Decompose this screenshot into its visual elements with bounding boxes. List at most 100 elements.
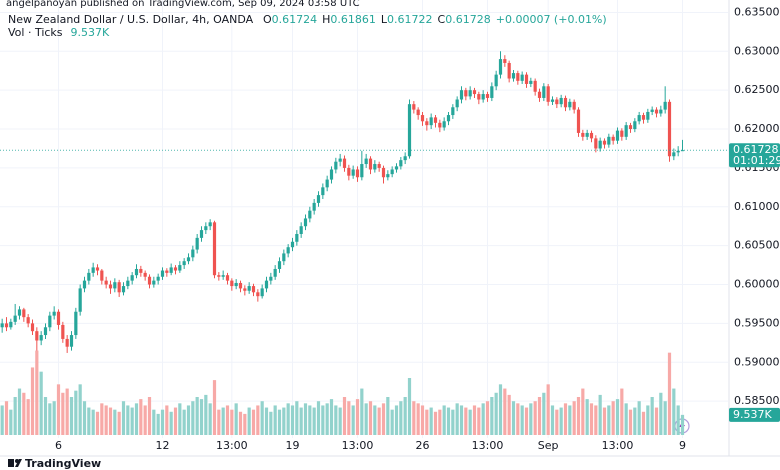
candle-body bbox=[607, 136, 611, 145]
candle-body bbox=[173, 267, 178, 271]
x-tick-label: 26 bbox=[416, 439, 430, 452]
volume-bar bbox=[286, 403, 290, 435]
volume-bar bbox=[581, 388, 585, 435]
candle-body bbox=[321, 187, 325, 196]
candle-body bbox=[130, 275, 134, 281]
candle-body bbox=[472, 90, 477, 95]
volume-bar bbox=[563, 403, 568, 435]
candle-body bbox=[407, 104, 412, 157]
volume-bar bbox=[22, 392, 26, 435]
volume-bar bbox=[390, 409, 394, 435]
candle-body bbox=[290, 241, 295, 248]
candle-body bbox=[230, 280, 234, 287]
candle-body bbox=[459, 90, 464, 100]
candle-body bbox=[152, 280, 156, 285]
candle-body bbox=[104, 280, 108, 285]
candle-body bbox=[91, 267, 95, 273]
volume-bar bbox=[654, 407, 659, 435]
candle-body bbox=[273, 268, 277, 277]
volume-bar bbox=[143, 405, 147, 435]
candle-body bbox=[490, 86, 494, 98]
candle-body bbox=[477, 94, 481, 100]
y-tick-label: 0.60000 bbox=[734, 278, 780, 291]
y-tick-label: 0.63500 bbox=[734, 5, 780, 18]
candle-body bbox=[342, 158, 347, 168]
volume-bar bbox=[412, 401, 416, 435]
candle-body bbox=[650, 109, 654, 112]
x-tick-label: Sep bbox=[538, 439, 559, 452]
candle-body bbox=[217, 275, 221, 277]
volume-bar bbox=[468, 409, 472, 435]
candle-body bbox=[672, 152, 676, 157]
volume-bar bbox=[472, 405, 477, 435]
volume-bar bbox=[624, 403, 628, 435]
candle-body bbox=[438, 122, 442, 128]
candle-body bbox=[602, 140, 607, 145]
candle-body bbox=[35, 331, 39, 341]
candle-body bbox=[581, 132, 585, 137]
candle-body bbox=[481, 94, 485, 100]
volume-bar bbox=[555, 409, 559, 435]
candle-body bbox=[256, 292, 260, 297]
volume-bar bbox=[568, 405, 572, 435]
volume-bar bbox=[451, 409, 455, 435]
volume-bar bbox=[212, 380, 217, 435]
volume-bar bbox=[273, 405, 277, 435]
candle-body bbox=[308, 210, 312, 219]
volume-bar bbox=[598, 394, 602, 435]
candle-body bbox=[455, 99, 459, 108]
candle-body bbox=[65, 338, 69, 347]
candle-body bbox=[82, 280, 87, 289]
candle-body bbox=[511, 73, 516, 79]
volume-bar bbox=[399, 401, 403, 435]
volume-bar bbox=[594, 405, 598, 435]
y-tick-label: 0.61000 bbox=[734, 200, 780, 213]
volume-bar bbox=[225, 405, 230, 435]
candle-body bbox=[238, 282, 243, 289]
candle-body bbox=[147, 276, 152, 285]
candle-body bbox=[22, 309, 26, 318]
volume-bar bbox=[446, 407, 451, 435]
candle-body bbox=[69, 335, 74, 347]
candle-body bbox=[108, 284, 113, 289]
volume-tag bbox=[729, 407, 780, 422]
volume-bar bbox=[524, 407, 529, 435]
volume-bar bbox=[438, 409, 442, 435]
volume-bar bbox=[251, 409, 256, 435]
volume-bar bbox=[104, 405, 108, 435]
volume-bar bbox=[134, 403, 139, 435]
ohlc-label: C bbox=[438, 13, 446, 26]
candle-body bbox=[260, 288, 264, 297]
volume-bar bbox=[48, 403, 52, 435]
candle-body bbox=[61, 324, 65, 339]
candle-body bbox=[221, 275, 225, 277]
volume-bar bbox=[425, 409, 429, 435]
volume-bar bbox=[667, 352, 672, 435]
volume-bar bbox=[65, 388, 69, 435]
candle-body bbox=[334, 161, 338, 170]
volume-bar bbox=[56, 384, 61, 435]
candle-body bbox=[74, 311, 78, 336]
volume-bar bbox=[516, 403, 520, 435]
y-tick-label: 0.58500 bbox=[734, 394, 780, 407]
candle-body bbox=[680, 150, 685, 152]
volume-bar bbox=[355, 399, 360, 435]
volume-bar bbox=[74, 390, 78, 435]
volume-bar bbox=[360, 388, 364, 435]
volume-bar bbox=[442, 405, 446, 435]
candle-body bbox=[568, 101, 572, 108]
y-tick-label: 0.63000 bbox=[734, 44, 780, 57]
volume-bar bbox=[91, 409, 95, 435]
candle-body bbox=[550, 99, 555, 102]
volume-bar bbox=[13, 397, 17, 435]
volume-bar bbox=[295, 401, 299, 435]
volume-bar bbox=[160, 409, 165, 435]
candle-body bbox=[546, 86, 550, 102]
y-tick-label: 0.62500 bbox=[734, 83, 780, 96]
candle-body bbox=[0, 323, 4, 328]
y-tick-label: 0.62000 bbox=[734, 122, 780, 135]
x-tick-label: 13:00 bbox=[342, 439, 374, 452]
legend-volume: Vol · Ticks 9.537K bbox=[8, 26, 110, 39]
volume-bar bbox=[321, 405, 325, 435]
